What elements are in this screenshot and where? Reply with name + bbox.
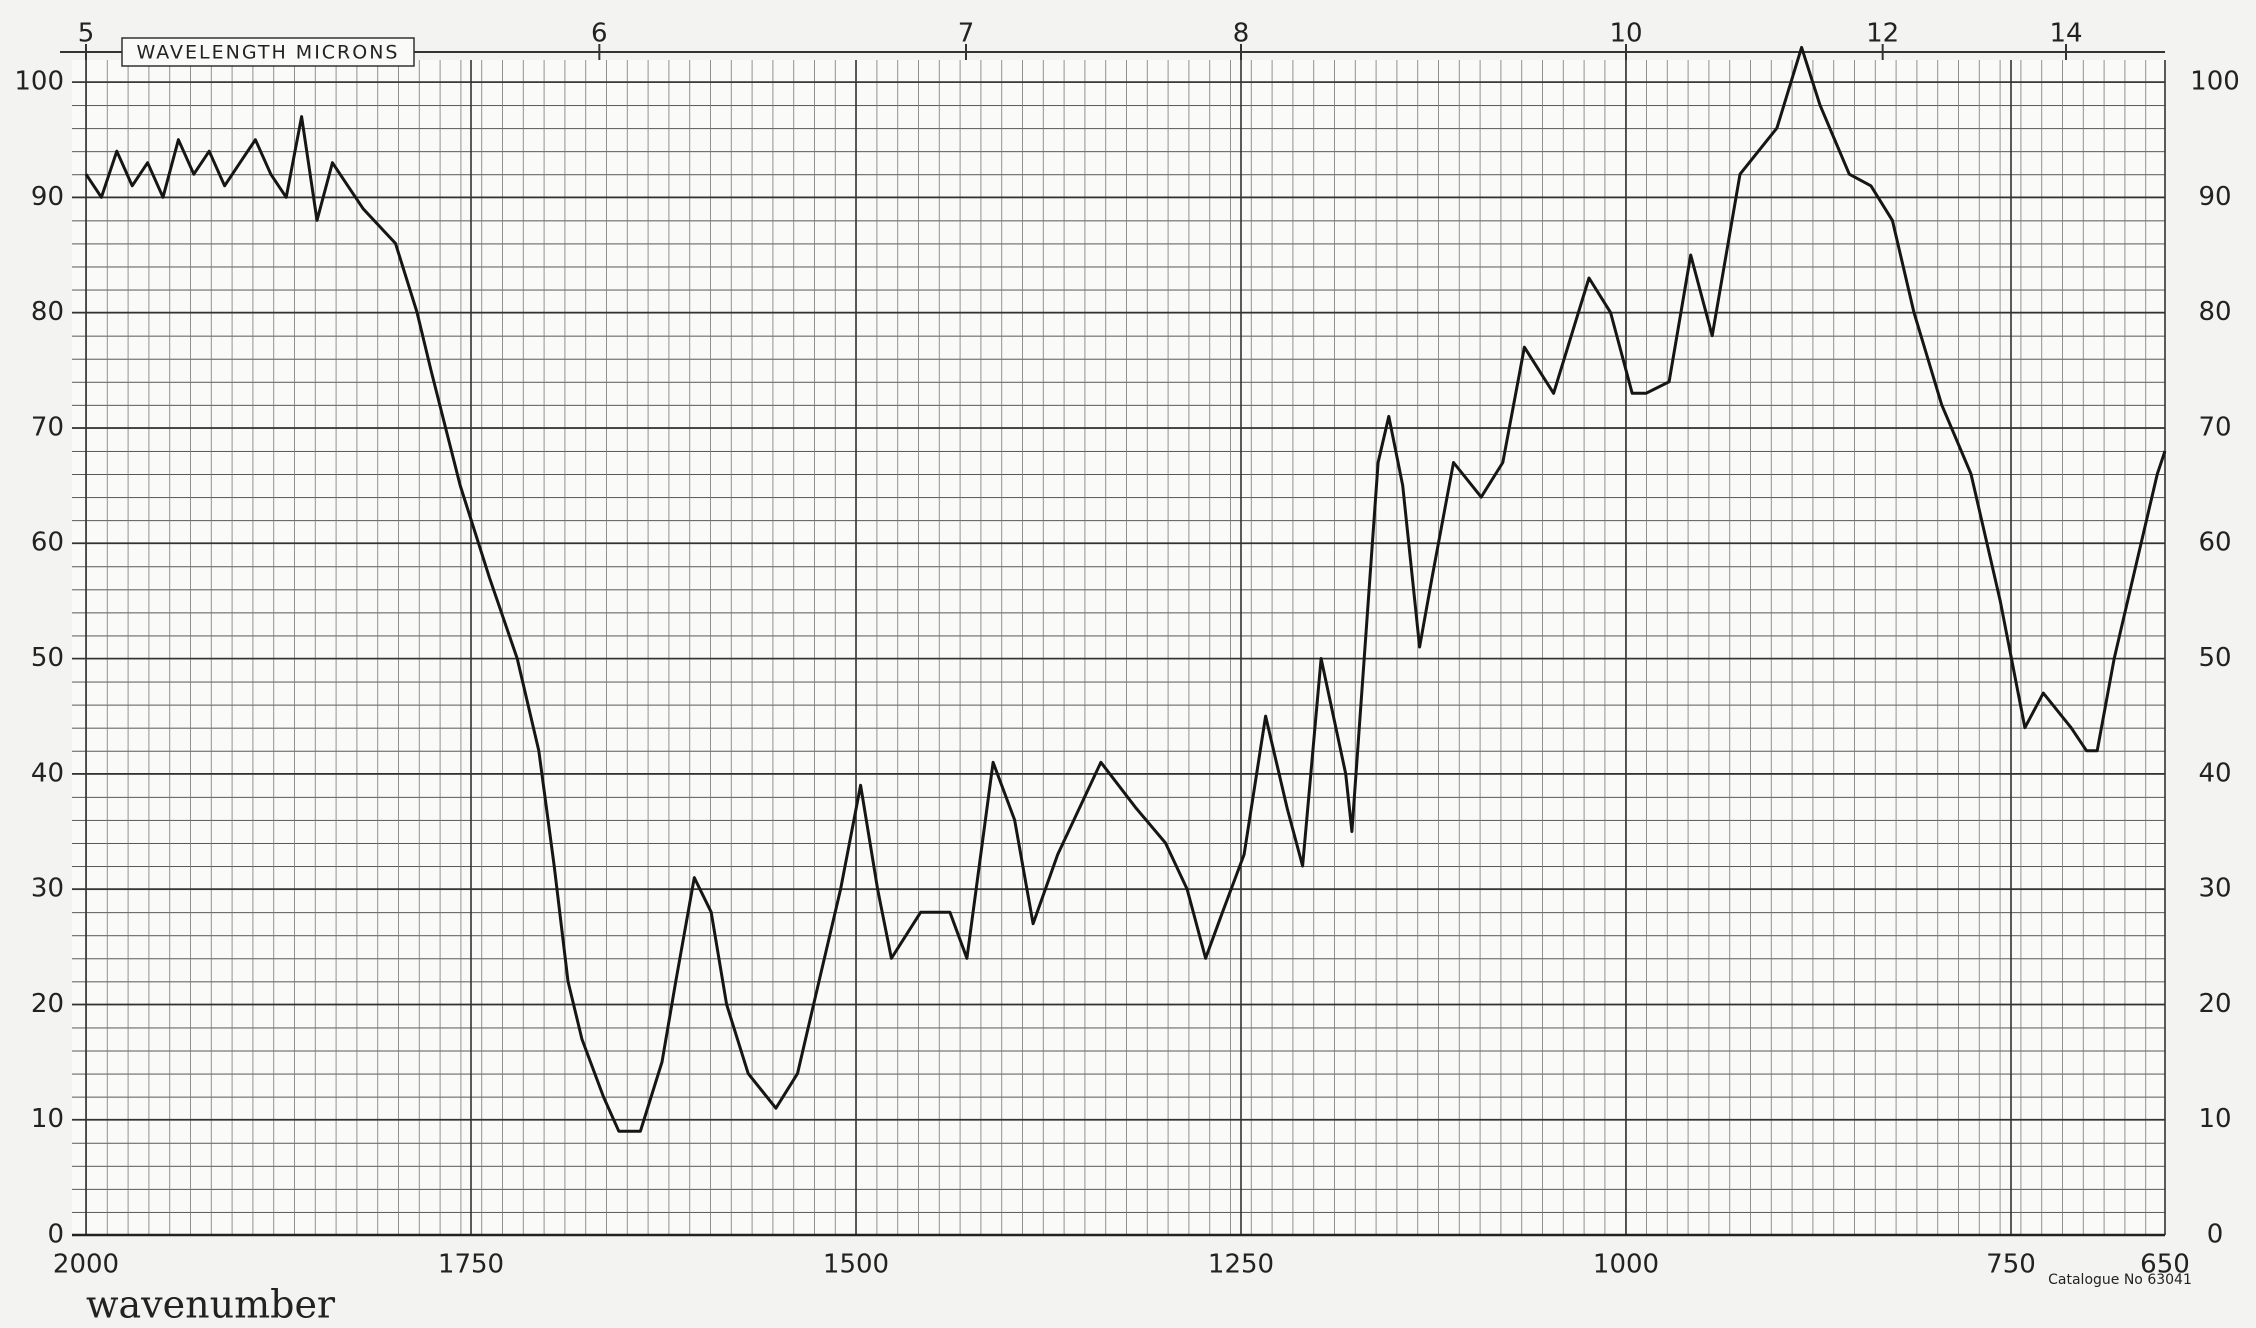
y2-tick-label: 50 (2198, 643, 2231, 673)
y2-tick-label: 100 (2190, 67, 2240, 97)
x2-tick-label: 7 (958, 19, 975, 49)
y-tick-label: 100 (14, 67, 64, 97)
y-tick-label: 10 (31, 1104, 64, 1134)
x2-tick-label: 5 (78, 19, 95, 49)
minor-grid (86, 60, 2165, 1235)
y2-tick-label: 20 (2198, 989, 2231, 1019)
y2-tick-label: 80 (2198, 297, 2231, 327)
y2-tick-label: 90 (2198, 182, 2231, 212)
x-axis-label: wavenumber (86, 1283, 336, 1327)
y-tick-label: 20 (31, 989, 64, 1019)
x2-tick-label: 12 (1866, 19, 1899, 49)
y-tick-label: 70 (31, 412, 64, 442)
x2-tick-label: 8 (1233, 19, 1250, 49)
spectrum-line (84, 45, 2167, 1133)
x-tick-label: 1500 (823, 1250, 889, 1280)
y-tick-label: 80 (31, 297, 64, 327)
x2-tick-label: 6 (591, 19, 608, 49)
y-tick-label: 0 (47, 1220, 64, 1250)
x-tick-label: 750 (1986, 1250, 2036, 1280)
x2-tick-label: 10 (1609, 19, 1642, 49)
x2-axis-label: WAVELENGTH MICRONS (136, 42, 399, 64)
y-tick-label: 30 (31, 874, 64, 904)
y2-tick-label: 30 (2198, 874, 2231, 904)
y2-tick-label: 0 (2207, 1220, 2224, 1250)
x2-tick-label: 14 (2049, 19, 2082, 49)
annotation: Catalogue No 63041 (2048, 1272, 2192, 1288)
x-tick-label: 1250 (1208, 1250, 1274, 1280)
y2-tick-label: 40 (2198, 758, 2231, 788)
x-tick-label: 2000 (53, 1250, 119, 1280)
y-tick-label: 50 (31, 643, 64, 673)
x-tick-label: 1000 (1593, 1250, 1659, 1280)
y-tick-label: 90 (31, 182, 64, 212)
x-tick-label: 1750 (438, 1250, 504, 1280)
y2-tick-label: 70 (2198, 412, 2231, 442)
label-box (121, 37, 415, 67)
y-tick-label: 60 (31, 528, 64, 558)
x-tick-label: 650 (2140, 1250, 2190, 1280)
y2-tick-label: 60 (2198, 528, 2231, 558)
y2-tick-label: 10 (2198, 1104, 2231, 1134)
y-tick-label: 40 (31, 758, 64, 788)
